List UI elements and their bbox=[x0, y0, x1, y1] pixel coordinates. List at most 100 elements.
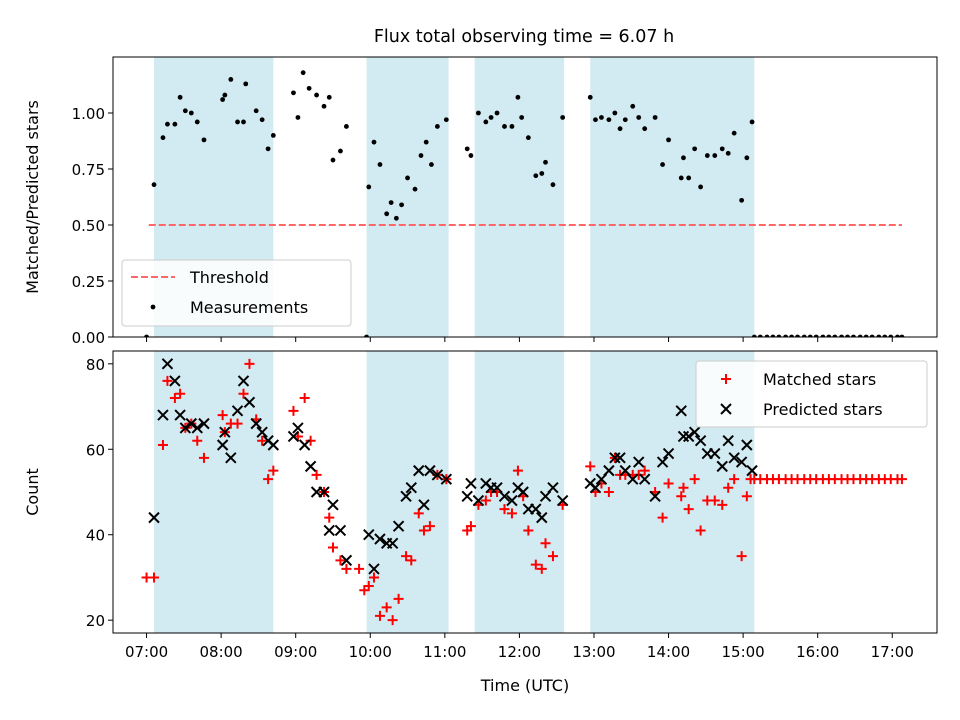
matched-star-point bbox=[540, 538, 551, 549]
measurement-point bbox=[228, 77, 234, 82]
measurement-point bbox=[326, 94, 332, 100]
matched-star-point bbox=[683, 504, 694, 515]
axes-frame bbox=[112, 56, 938, 338]
legend-matched-swatch bbox=[721, 374, 731, 384]
measurement-point bbox=[888, 334, 894, 337]
predicted-star-point bbox=[327, 499, 339, 511]
observing-window-span bbox=[474, 57, 565, 337]
measurement-point bbox=[364, 334, 369, 337]
legend-matched-label: Matched stars bbox=[763, 370, 876, 389]
measurement-point bbox=[412, 186, 418, 192]
matched-star-point bbox=[257, 435, 268, 446]
matched-star-point bbox=[695, 525, 706, 536]
predicted-star-point bbox=[649, 490, 661, 502]
predicted-star-point bbox=[386, 537, 399, 549]
y-tick-label: 40 bbox=[86, 527, 105, 545]
x-tick-label: 09:00 bbox=[274, 643, 317, 661]
bottom-axes: 20 40 60 80 07:00 08:00 09:00 10:00 11:00 12:00 13… bbox=[23, 350, 938, 695]
matched-star-point bbox=[741, 491, 752, 502]
measurement-point bbox=[468, 153, 474, 158]
y-axis-label: Matched/Predicted stars bbox=[23, 100, 42, 294]
predicted-star-point bbox=[472, 494, 485, 507]
measurement-point bbox=[652, 115, 658, 120]
measurement-point bbox=[863, 334, 869, 337]
measurement-point bbox=[151, 182, 157, 188]
predicted-star-point bbox=[746, 464, 758, 477]
matched-star-point bbox=[311, 469, 322, 480]
predicted-star-point bbox=[413, 464, 425, 477]
measurement-point bbox=[270, 133, 276, 138]
measurement-point bbox=[593, 117, 598, 123]
predicted-star-point bbox=[298, 439, 311, 451]
predicted-star-point bbox=[392, 520, 405, 532]
predicted-star-point bbox=[547, 482, 559, 494]
matched-star-point bbox=[736, 551, 747, 562]
matched-star-point bbox=[418, 525, 429, 536]
x-axis-label: Time (UTC) bbox=[480, 676, 569, 695]
measurement-point bbox=[165, 121, 170, 127]
measurement-point bbox=[770, 334, 776, 337]
predicted-star-point bbox=[250, 417, 262, 430]
predicted-star-point bbox=[231, 405, 244, 417]
measurement-point bbox=[494, 110, 500, 116]
x-tick-label: 16:00 bbox=[796, 643, 839, 661]
measurement-point bbox=[235, 119, 240, 125]
measurement-point bbox=[338, 148, 343, 154]
measurement-point bbox=[686, 175, 692, 181]
measurement-point bbox=[515, 94, 521, 100]
measurement-point bbox=[384, 211, 390, 217]
measurement-point bbox=[612, 110, 618, 116]
measurement-point bbox=[543, 159, 548, 165]
measurement-point bbox=[366, 184, 372, 190]
measurement-point bbox=[434, 124, 440, 129]
measurement-point bbox=[895, 334, 900, 337]
predicted-star-point bbox=[440, 473, 453, 485]
matched-star-point bbox=[709, 495, 720, 506]
measurement-point bbox=[509, 124, 515, 129]
legend-predicted-swatch bbox=[720, 403, 732, 415]
measurement-point bbox=[606, 117, 612, 123]
matched-star-point bbox=[381, 602, 392, 613]
predicted-star-point bbox=[198, 417, 210, 430]
x-tick-label: 08:00 bbox=[200, 643, 243, 661]
matched-star-point bbox=[157, 440, 168, 450]
predicted-star-point bbox=[688, 426, 701, 438]
predicted-star-point bbox=[219, 426, 231, 438]
measurement-point bbox=[222, 92, 228, 98]
measurement-point bbox=[295, 115, 301, 120]
top-axes: 0.00 0.25 0.50 0.75 1.00 Matched/Predicted st… bbox=[23, 56, 938, 347]
measurement-point bbox=[882, 334, 888, 337]
matched-star-point bbox=[585, 461, 596, 472]
measurement-point bbox=[813, 334, 819, 337]
measurement-point bbox=[744, 155, 750, 161]
predicted-star-point bbox=[556, 494, 569, 507]
predicted-star-point bbox=[216, 439, 229, 451]
y-tick-label: 1.00 bbox=[72, 105, 105, 123]
measurement-point bbox=[300, 70, 306, 76]
x-tick-label: 10:00 bbox=[349, 643, 392, 661]
x-tick-label: 17:00 bbox=[871, 643, 914, 661]
predicted-star-point bbox=[191, 422, 203, 434]
predicted-star-point bbox=[506, 494, 518, 507]
predicted-star-point bbox=[340, 554, 353, 567]
y-tick-label: 80 bbox=[86, 356, 105, 374]
measurement-point bbox=[739, 197, 745, 203]
predicted-star-point bbox=[405, 482, 417, 494]
measurement-point bbox=[483, 119, 489, 125]
plot-area bbox=[141, 358, 907, 626]
predicted-star-point bbox=[694, 435, 707, 447]
matched-star-point bbox=[413, 508, 424, 519]
measurement-point bbox=[712, 153, 718, 158]
matched-star-point bbox=[506, 508, 517, 519]
measurement-point bbox=[678, 175, 684, 181]
predicted-star-point bbox=[363, 529, 375, 541]
matched-star-point bbox=[288, 405, 299, 416]
matched-star-point bbox=[678, 482, 689, 493]
predicted-star-point bbox=[304, 460, 317, 473]
legend-predicted-label: Predicted stars bbox=[763, 400, 883, 419]
measurement-point bbox=[405, 175, 410, 181]
observing-window-span bbox=[154, 351, 274, 633]
matched-star-point bbox=[324, 512, 335, 523]
measurement-point bbox=[182, 108, 188, 114]
measurement-point bbox=[757, 334, 763, 337]
